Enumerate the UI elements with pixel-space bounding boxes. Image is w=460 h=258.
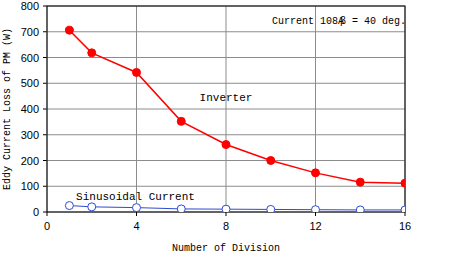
y-tick-label: 500 [21, 77, 39, 89]
point [88, 49, 96, 57]
point [267, 205, 275, 212]
x-tick [405, 212, 406, 216]
point [356, 178, 364, 186]
x-tick-label: 4 [133, 220, 139, 232]
point [312, 169, 320, 177]
series-label: Inverter [200, 92, 253, 104]
y-tick-label: 700 [21, 26, 39, 38]
point [401, 206, 405, 212]
y-tick-label: 300 [21, 129, 39, 141]
x-tick [47, 212, 48, 216]
x-grid [315, 6, 316, 212]
series-label: Sinusoidal Current [76, 191, 195, 203]
x-tick [315, 212, 316, 216]
chart: 0 100 200 300 400 500 600 700 800 0 4 8 12 16 Number o… [0, 0, 460, 258]
series-line [69, 30, 405, 183]
y-tick-label: 200 [21, 155, 39, 167]
y-tick [43, 109, 47, 110]
x-tick-label: 16 [399, 220, 411, 232]
point [267, 157, 275, 165]
point [177, 205, 185, 212]
y-tick-label: 400 [21, 103, 39, 115]
y-tick [43, 31, 47, 32]
point [133, 68, 141, 76]
y-axis-label: Eddy Current Loss of PM (W) [2, 28, 13, 190]
y-tick-label: 0 [33, 206, 39, 218]
y-tick [43, 6, 47, 7]
background [0, 0, 460, 258]
plot-data [65, 26, 405, 212]
x-grid [136, 6, 137, 212]
y-tick [43, 83, 47, 84]
y-tick-label: 800 [21, 0, 39, 12]
point [65, 26, 73, 34]
x-tick-label: 0 [44, 220, 50, 232]
x-tick-label: 8 [223, 220, 229, 232]
y-tick-label: 100 [21, 180, 39, 192]
point [356, 206, 364, 212]
point [65, 202, 73, 210]
x-tick-label: 12 [309, 220, 321, 232]
annotation: β = 40 deg. [340, 16, 406, 27]
annotation: Current 108A [272, 16, 344, 27]
x-tick [136, 212, 137, 216]
y-tick [43, 212, 47, 213]
y-tick [43, 57, 47, 58]
point [88, 203, 96, 211]
point [222, 141, 230, 149]
x-tick [226, 212, 227, 216]
point [401, 179, 405, 187]
point [222, 205, 230, 212]
point [133, 204, 141, 212]
x-axis-label: Number of Division [172, 243, 280, 254]
point [177, 117, 185, 125]
y-tick-label: 600 [21, 52, 39, 64]
series-line [69, 206, 405, 210]
y-tick [43, 134, 47, 135]
y-tick [43, 160, 47, 161]
x-grid [226, 6, 227, 212]
plot-frame [47, 6, 405, 212]
y-tick [43, 186, 47, 187]
point [312, 206, 320, 212]
